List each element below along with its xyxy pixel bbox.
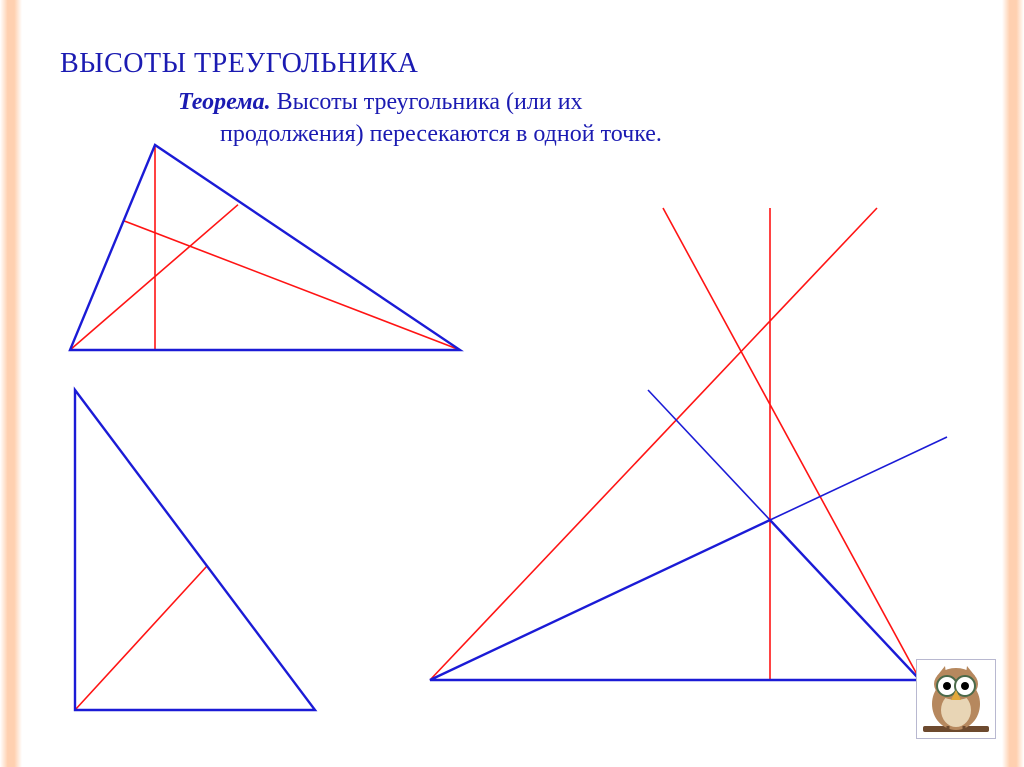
page-title: ВЫСОТЫ ТРЕУГОЛЬНИКА [60, 48, 418, 80]
owl-icon [916, 659, 996, 739]
altitudes-right [75, 566, 207, 710]
slide: ВЫСОТЫ ТРЕУГОЛЬНИКА Теорема. Высоты треу… [0, 0, 1024, 767]
triangle-right [75, 390, 315, 710]
edge-band-right [1002, 0, 1024, 767]
figure-right-triangle [55, 370, 355, 730]
theorem-body-line1: Высоты треугольника (или их [271, 89, 583, 115]
theorem-label: Теорема. [178, 89, 271, 115]
figure-obtuse-triangle [390, 200, 950, 700]
altitudes-obtuse [430, 208, 920, 680]
edge-band-left [0, 0, 22, 767]
